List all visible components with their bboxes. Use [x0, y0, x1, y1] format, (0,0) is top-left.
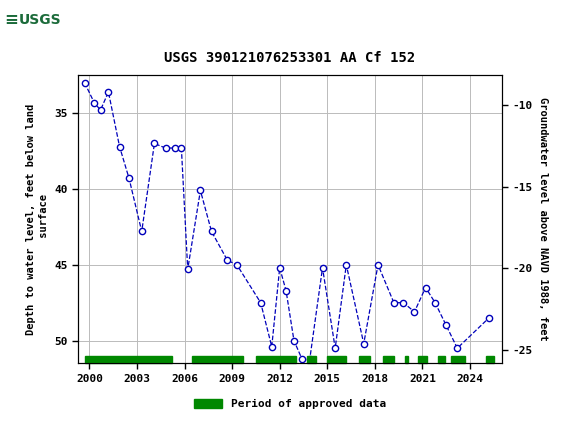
Bar — [418, 356, 427, 363]
Bar — [438, 356, 445, 363]
Bar — [256, 356, 296, 363]
Text: ≡USGS: ≡USGS — [4, 13, 64, 28]
Bar — [359, 356, 370, 363]
Text: USGS 390121076253301 AA Cf 152: USGS 390121076253301 AA Cf 152 — [164, 51, 416, 65]
Bar — [383, 356, 394, 363]
Bar — [486, 356, 494, 363]
Text: USGS: USGS — [19, 13, 61, 28]
Bar — [193, 356, 243, 363]
Legend: Period of approved data: Period of approved data — [190, 395, 390, 414]
Bar — [85, 356, 172, 363]
Bar — [327, 356, 346, 363]
Y-axis label: Depth to water level, feet below land
 surface: Depth to water level, feet below land su… — [26, 104, 49, 335]
Y-axis label: Groundwater level above NAVD 1988, feet: Groundwater level above NAVD 1988, feet — [538, 98, 548, 341]
Bar — [405, 356, 408, 363]
Text: ≡: ≡ — [5, 12, 19, 29]
Bar — [307, 356, 316, 363]
Bar — [3, 3, 72, 37]
Bar — [451, 356, 465, 363]
